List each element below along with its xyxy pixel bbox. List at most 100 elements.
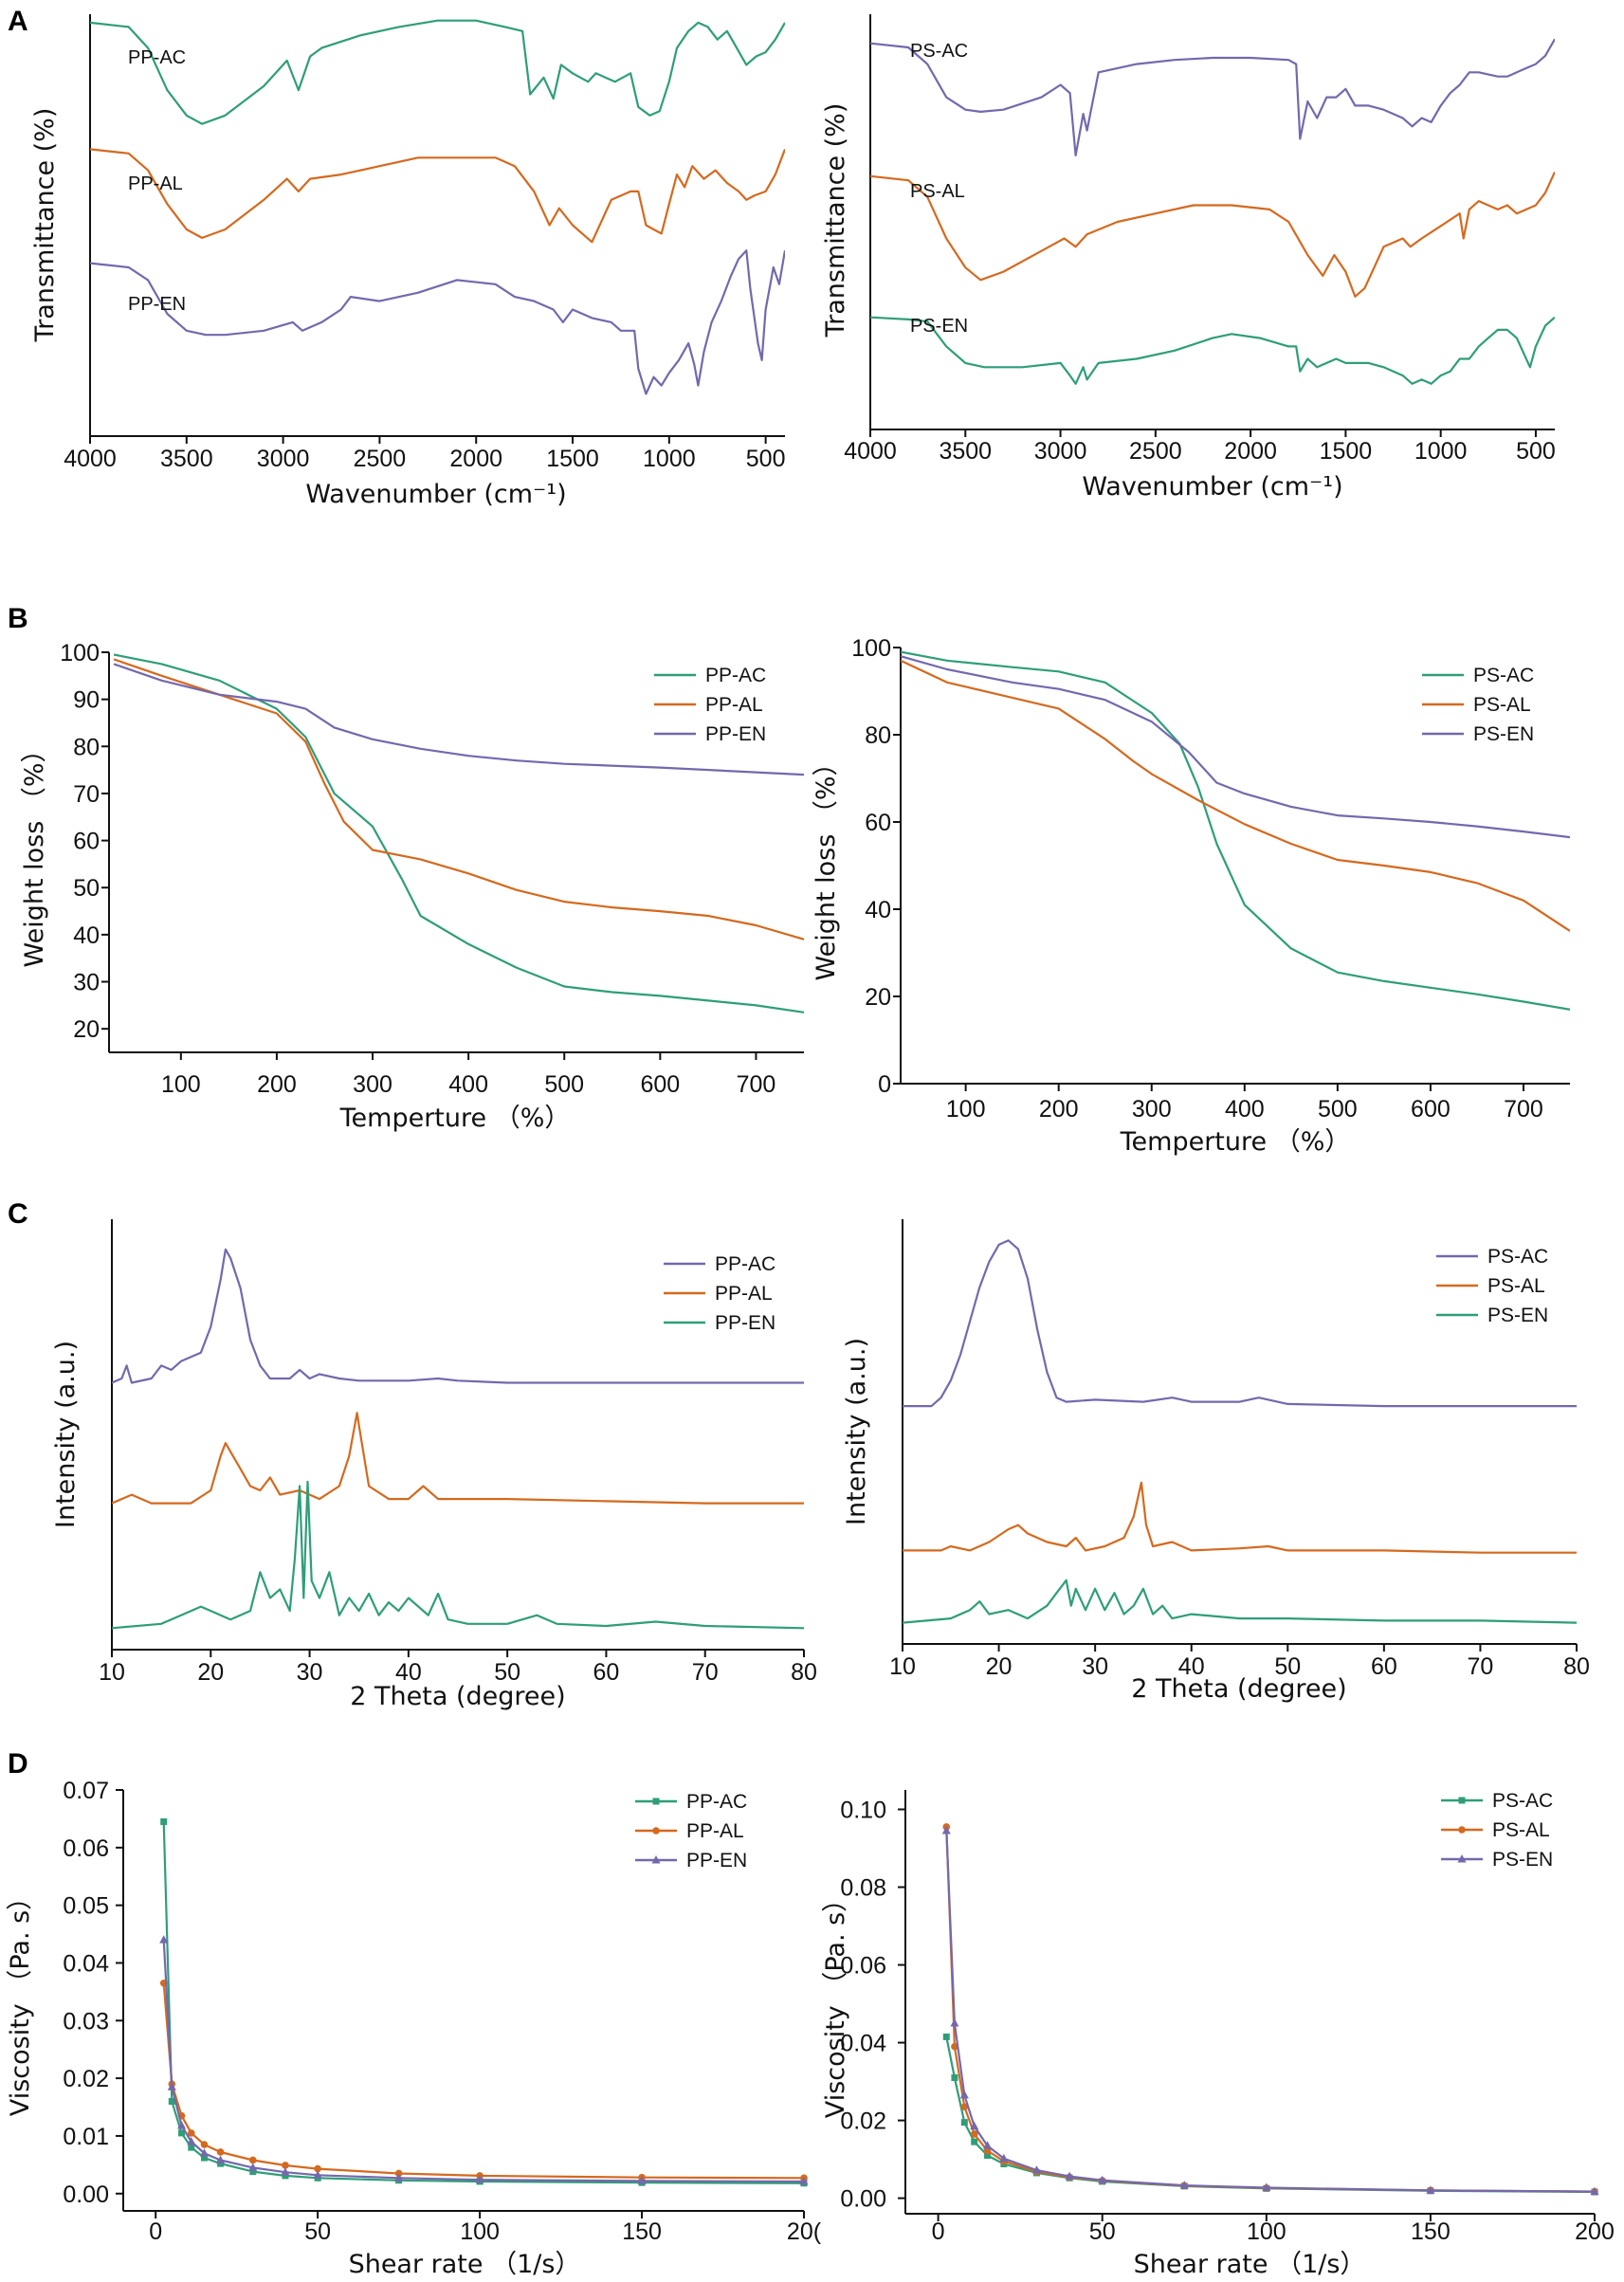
series-line-ps-en xyxy=(945,1831,1595,2193)
x-tick-label: 70 xyxy=(692,1659,719,1686)
data-point-pp-en xyxy=(281,2167,290,2176)
x-tick-label: 150 xyxy=(1411,2218,1451,2245)
x-tick-label: 3000 xyxy=(1034,438,1087,465)
data-point-ps-en xyxy=(1262,2182,1271,2192)
y-tick-label: 40 xyxy=(865,897,891,923)
data-point-pp-ac xyxy=(217,2160,225,2167)
legend-label: PS-AC xyxy=(1492,1790,1553,1812)
legend-label: PP-AC xyxy=(705,665,766,686)
y-axis-title: Viscosity （Pa. s） xyxy=(821,1887,850,2118)
y-tick-label: 60 xyxy=(73,829,100,855)
data-point-ps-en xyxy=(941,1826,951,1835)
y-tick-label: 90 xyxy=(73,687,100,714)
x-axis-title: Wavenumber (cm⁻¹) xyxy=(1082,472,1342,502)
chart-visc-ps: 0 50 100 150 200 0.00 0.02 0.04 0.06 0.08 0.10 Shea… xyxy=(821,1790,1615,2279)
x-tick-label: 60 xyxy=(593,1659,620,1686)
series-line-pp-al xyxy=(90,148,785,244)
x-tick-label: 3500 xyxy=(160,446,213,472)
x-axis-title: Shear rate （1/s） xyxy=(1134,2250,1366,2279)
x-tick-label: 2500 xyxy=(354,446,407,472)
data-point-pp-en xyxy=(199,2148,209,2157)
x-tick-label: 20 xyxy=(986,1653,1013,1680)
x-axis-title: 2 Theta (degree) xyxy=(1131,1674,1346,1704)
series-line-ps-ac xyxy=(870,38,1555,156)
y-tick-label: 0.04 xyxy=(840,2031,886,2057)
y-tick-label: 0.08 xyxy=(840,1875,886,1902)
series-line-ps-en xyxy=(870,316,1555,385)
data-point-ps-ac xyxy=(951,2073,958,2081)
x-tick-label: 80 xyxy=(791,1659,817,1686)
data-point-pp-en xyxy=(637,2176,647,2184)
data-point-pp-en xyxy=(177,2120,187,2129)
legend-label: PS-EN xyxy=(1492,1849,1553,1871)
legend-label: PP-EN xyxy=(705,723,766,745)
x-tick-label: 0 xyxy=(932,2218,945,2245)
y-tick-label: 0.00 xyxy=(63,2182,109,2208)
series-line-pp-en xyxy=(90,249,785,395)
x-tick-label: 10 xyxy=(889,1653,916,1680)
x-tick-label: 500 xyxy=(544,1071,584,1098)
chart-tga-pp: 100 200 300 400 500 600 700 20 30 40 50 60 70 80 90 100… xyxy=(20,640,804,1133)
legend-marker xyxy=(651,1855,661,1864)
y-tick-label: 0.06 xyxy=(63,1835,109,1862)
y-tick-label: 0.04 xyxy=(63,1950,109,1977)
data-point-ps-en xyxy=(1426,2185,1435,2194)
x-tick-label: 200 xyxy=(257,1071,297,1098)
x-tick-label: 700 xyxy=(737,1071,776,1098)
charts-layer: 4000 3500 3000 2500 2000 1500 1000 500Wavenumbe… xyxy=(6,14,1615,2279)
series-line-ps-en xyxy=(903,1579,1577,1624)
series-line-ps-al xyxy=(901,659,1570,932)
x-tick-label: 100 xyxy=(460,2218,500,2245)
x-axis-title: 2 Theta (degree) xyxy=(350,1682,565,1711)
x-tick-label: 600 xyxy=(1411,1096,1451,1123)
x-tick-label: 70 xyxy=(1468,1653,1494,1680)
legend-marker xyxy=(652,1798,660,1805)
data-point-pp-en xyxy=(187,2137,196,2145)
legend-marker xyxy=(1457,1854,1467,1863)
y-axis-title: Transmittance (%) xyxy=(821,103,850,338)
series-line-pp-ac xyxy=(162,1821,804,2184)
x-tick-label: 500 xyxy=(1318,1096,1358,1123)
chart-xrd-ps: 10 20 30 40 50 60 70 80 2 Theta (degree) Intensit… xyxy=(842,1219,1590,1704)
legend-label: PS-AC xyxy=(1473,665,1534,686)
data-point-ps-ac xyxy=(971,2138,978,2145)
x-tick-label: 700 xyxy=(1504,1096,1543,1123)
data-point-ps-ac xyxy=(942,2033,950,2040)
legend-label: PP-AL xyxy=(705,694,763,716)
legend-label: PS-EN xyxy=(1487,1305,1548,1326)
series-label: PS-AC xyxy=(910,41,968,62)
series-line-ps-ac xyxy=(903,1239,1577,1408)
y-tick-label: 0.00 xyxy=(840,2186,886,2213)
y-tick-label: 50 xyxy=(73,875,100,902)
series-line-ps-al xyxy=(870,171,1555,298)
data-point-pp-ac xyxy=(249,2168,257,2176)
series-line-ps-en xyxy=(901,655,1570,839)
x-tick-label: 30 xyxy=(297,1659,323,1686)
x-tick-label: 300 xyxy=(1132,1096,1172,1123)
panel-letter-c: C xyxy=(8,1198,28,1230)
data-point-ps-en xyxy=(1590,2186,1599,2196)
x-tick-label: 3000 xyxy=(257,446,310,472)
y-tick-label: 20 xyxy=(73,1016,100,1043)
y-tick-label: 40 xyxy=(73,922,100,949)
data-point-pp-ac xyxy=(178,2129,186,2137)
data-point-ps-en xyxy=(983,2141,993,2149)
x-axis-title: Wavenumber (cm⁻¹) xyxy=(305,480,566,509)
series-line-pp-ac xyxy=(113,653,804,1013)
legend-label: PP-AL xyxy=(686,1820,744,1842)
x-tick-label: 20 xyxy=(197,1659,224,1686)
legend-label: PP-AL xyxy=(715,1283,773,1305)
x-tick-label: 4000 xyxy=(844,438,897,465)
legend-label: PS-AL xyxy=(1492,1819,1550,1841)
data-point-pp-al xyxy=(314,2164,321,2173)
legend-marker xyxy=(1458,1797,1466,1804)
y-tick-label: 70 xyxy=(73,781,100,808)
x-tick-label: 2000 xyxy=(1224,438,1277,465)
x-tick-label: 30 xyxy=(1082,1653,1108,1680)
x-tick-label: 40 xyxy=(1178,1653,1205,1680)
data-point-pp-al xyxy=(200,2141,209,2148)
data-point-pp-en xyxy=(248,2163,258,2171)
legend-label: PS-AL xyxy=(1473,694,1531,716)
legend-label: PP-EN xyxy=(686,1850,747,1871)
